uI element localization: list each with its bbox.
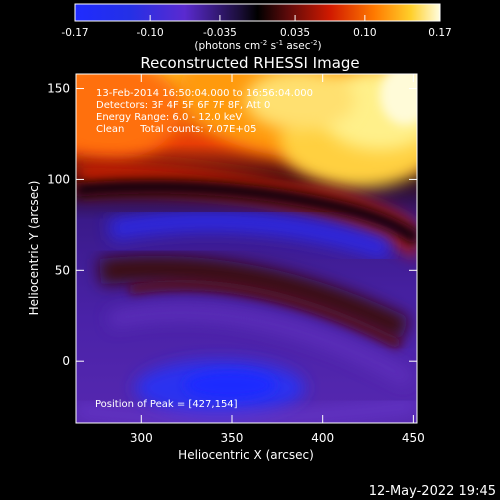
colorbar-tick-label: -0.17 xyxy=(61,27,88,39)
x-tick-label: 450 xyxy=(402,431,425,445)
colorbar-tick-label: 0.10 xyxy=(353,27,376,39)
colorbar-labels: -0.17 -0.10 -0.035 0.035 0.10 0.17 xyxy=(61,27,451,39)
y-axis-ticks: 0 50 100 150 xyxy=(47,82,417,368)
x-tick-label: 350 xyxy=(221,431,244,445)
colorbar-ticks xyxy=(74,15,441,21)
y-tick-label: 150 xyxy=(47,82,70,96)
annotation-energy-range: Energy Range: 6.0 - 12.0 keV xyxy=(96,112,242,123)
plot-frame xyxy=(75,73,418,424)
annotation-time-range: 13-Feb-2014 16:50:04.000 to 16:56:04.000 xyxy=(96,88,313,99)
x-axis-label: Heliocentric X (arcsec) xyxy=(178,448,314,462)
y-tick-label: 50 xyxy=(55,263,70,277)
y-axis-label: Heliocentric Y (arcsec) xyxy=(27,181,41,316)
colorbar-unit-label: (photons cm-2 s-1 asec-2) xyxy=(194,39,321,52)
colorbar-tick-label: 0.17 xyxy=(428,27,451,39)
colorbar-tick-label: -0.10 xyxy=(137,27,164,39)
y-tick-label: 100 xyxy=(47,172,70,186)
colorbar-tick-label: -0.035 xyxy=(203,27,237,39)
y-tick-label: 0 xyxy=(62,354,70,368)
colorbar xyxy=(75,4,440,21)
x-tick-label: 300 xyxy=(130,431,153,445)
peak-position-label: Position of Peak = [427,154] xyxy=(95,399,238,410)
heatmap-image xyxy=(76,74,417,423)
annotation-total-counts: Clean Total counts: 7.07E+05 xyxy=(96,124,256,135)
x-tick-label: 400 xyxy=(311,431,334,445)
annotation-detectors: Detectors: 3F 4F 5F 6F 7F 8F, Att 0 xyxy=(96,100,270,111)
footer-timestamp: 12-May-2022 19:45 xyxy=(369,484,496,499)
chart-title: Reconstructed RHESSI Image xyxy=(140,54,359,72)
colorbar-tick-label: 0.035 xyxy=(280,27,310,39)
colorbar-frame xyxy=(74,3,441,22)
x-axis-ticks: 300 350 400 450 xyxy=(130,74,425,445)
